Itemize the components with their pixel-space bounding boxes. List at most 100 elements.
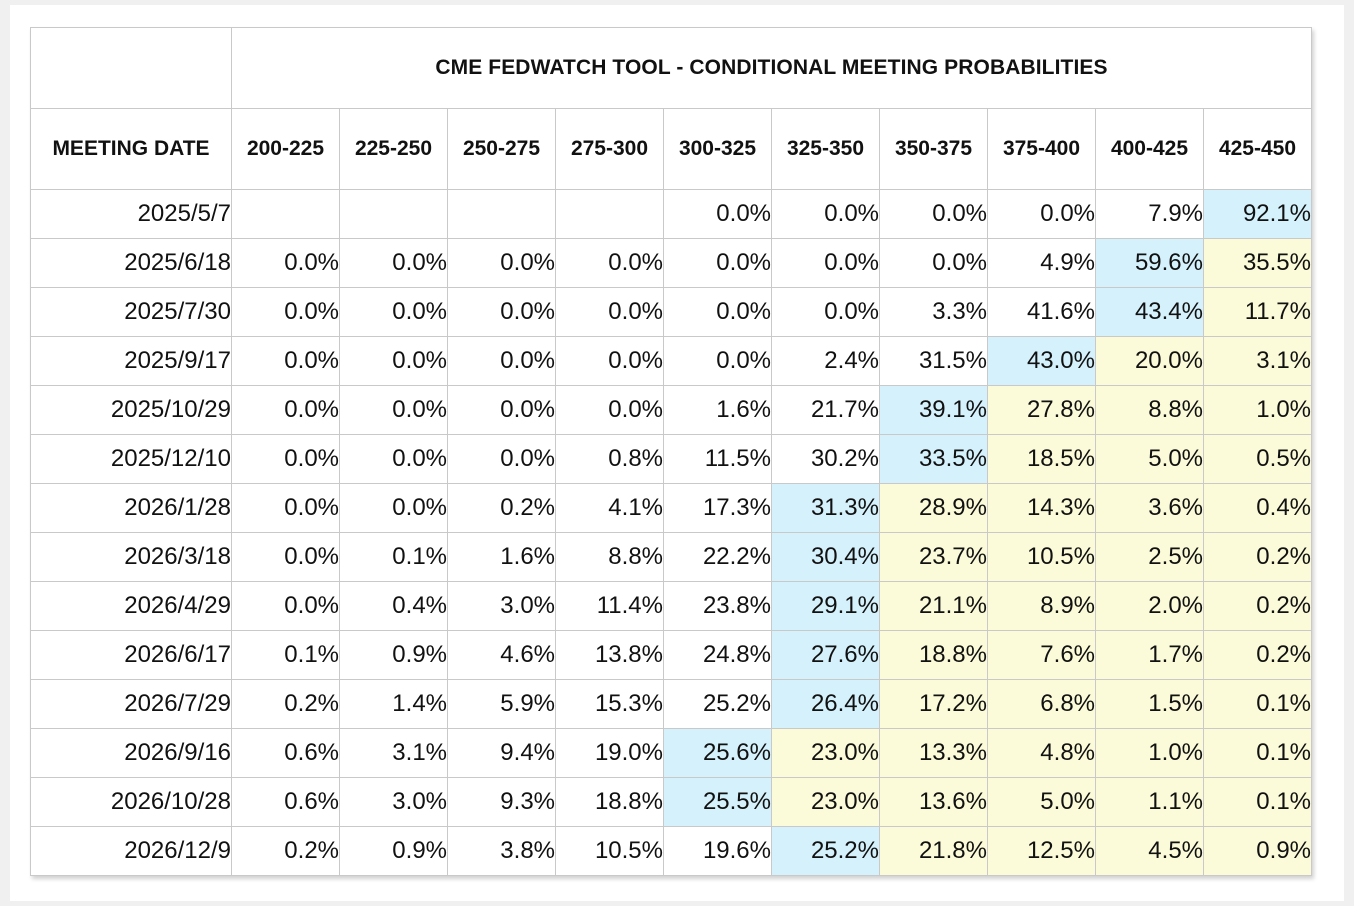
meeting-date-cell: 2026/3/18 (30, 532, 232, 582)
probability-cell: 0.2% (231, 826, 340, 876)
table-row: 2025/5/7 0.0% 0.0% 0.0% 0.0% 7.9% 92.1% (30, 189, 1312, 239)
column-header: 325-350 (771, 108, 880, 190)
probability-cell: 3.1% (1203, 336, 1312, 386)
column-header: 225-250 (339, 108, 448, 190)
probability-cell (447, 189, 556, 239)
probability-cell: 0.0% (879, 238, 988, 288)
probability-cell: 4.5% (1095, 826, 1204, 876)
probability-cell: 0.1% (231, 630, 340, 680)
probability-cell: 2.0% (1095, 581, 1204, 631)
probability-cell: 0.0% (339, 483, 448, 533)
probability-cell: 18.8% (879, 630, 988, 680)
meeting-date-header: MEETING DATE (30, 108, 232, 190)
probability-cell: 3.6% (1095, 483, 1204, 533)
probability-cell: 41.6% (987, 287, 1096, 337)
meeting-date-cell: 2026/4/29 (30, 581, 232, 631)
probability-cell: 19.0% (555, 728, 664, 778)
probability-cell: 5.9% (447, 679, 556, 729)
probability-cell (339, 189, 448, 239)
probability-cell: 17.3% (663, 483, 772, 533)
column-header: 400-425 (1095, 108, 1204, 190)
probability-cell: 21.8% (879, 826, 988, 876)
probability-cell: 0.0% (231, 483, 340, 533)
table-row: 2026/7/29 0.2% 1.4% 5.9% 15.3% 25.2% 26.4% 17.2… (30, 679, 1312, 729)
column-header: 275-300 (555, 108, 664, 190)
probability-cell: 0.1% (1203, 679, 1312, 729)
probability-cell: 11.7% (1203, 287, 1312, 337)
table-row: 2025/9/17 0.0% 0.0% 0.0% 0.0% 0.0% 2.4% 31.5% 43… (30, 336, 1312, 386)
probability-cell: 0.0% (231, 532, 340, 582)
probability-cell: 3.8% (447, 826, 556, 876)
probability-cell: 0.9% (339, 630, 448, 680)
table-row: 2025/6/18 0.0% 0.0% 0.0% 0.0% 0.0% 0.0% 0.0% 4.9… (30, 238, 1312, 288)
probability-cell: 23.0% (771, 728, 880, 778)
probability-cell: 4.1% (555, 483, 664, 533)
probability-cell: 43.0% (987, 336, 1096, 386)
probability-cell: 0.9% (1203, 826, 1312, 876)
probability-cell: 31.5% (879, 336, 988, 386)
table-row: 2026/6/17 0.1% 0.9% 4.6% 13.8% 24.8% 27.6% 18.8… (30, 630, 1312, 680)
table-row: 2026/4/29 0.0% 0.4% 3.0% 11.4% 23.8% 29.1% 21.1… (30, 581, 1312, 631)
table-body: 2025/5/7 0.0% 0.0% 0.0% 0.0% 7.9% 92.1% 2025/6/… (30, 189, 1312, 876)
probability-cell: 0.0% (555, 336, 664, 386)
meeting-date-cell: 2026/1/28 (30, 483, 232, 533)
table-row: 2026/12/9 0.2% 0.9% 3.8% 10.5% 19.6% 25.2% 21.8… (30, 826, 1312, 876)
probability-cell: 9.3% (447, 777, 556, 827)
probability-cell: 4.8% (987, 728, 1096, 778)
column-header: 300-325 (663, 108, 772, 190)
probability-cell: 13.6% (879, 777, 988, 827)
table-row: 2025/12/10 0.0% 0.0% 0.0% 0.8% 11.5% 30.2% 33.5… (30, 434, 1312, 484)
probability-cell: 0.0% (663, 238, 772, 288)
probability-cell: 0.0% (339, 336, 448, 386)
probability-table: CME FEDWATCH TOOL - CONDITIONAL MEETING … (30, 27, 1312, 876)
probability-cell: 4.6% (447, 630, 556, 680)
probability-cell: 3.3% (879, 287, 988, 337)
probability-cell: 31.3% (771, 483, 880, 533)
probability-cell: 1.1% (1095, 777, 1204, 827)
probability-cell: 0.0% (231, 336, 340, 386)
probability-cell: 0.2% (1203, 630, 1312, 680)
probability-cell: 0.0% (231, 581, 340, 631)
probability-cell: 27.8% (987, 385, 1096, 435)
table-row: 2026/9/16 0.6% 3.1% 9.4% 19.0% 25.6% 23.0% 13.3… (30, 728, 1312, 778)
table-row: 2025/7/30 0.0% 0.0% 0.0% 0.0% 0.0% 0.0% 3.3% 41.… (30, 287, 1312, 337)
probability-cell: 25.2% (771, 826, 880, 876)
probability-cell: 43.4% (1095, 287, 1204, 337)
probability-cell: 0.0% (771, 189, 880, 239)
probability-cell: 23.0% (771, 777, 880, 827)
probability-cell: 6.8% (987, 679, 1096, 729)
probability-cell: 0.0% (339, 385, 448, 435)
column-header: 375-400 (987, 108, 1096, 190)
probability-cell: 13.8% (555, 630, 664, 680)
probability-cell: 21.7% (771, 385, 880, 435)
table-row: 2026/1/28 0.0% 0.0% 0.2% 4.1% 17.3% 31.3% 28.9%… (30, 483, 1312, 533)
probability-cell: 7.6% (987, 630, 1096, 680)
probability-cell: 17.2% (879, 679, 988, 729)
probability-cell: 0.0% (339, 434, 448, 484)
table-row: 2025/10/29 0.0% 0.0% 0.0% 0.0% 1.6% 21.7% 39.1%… (30, 385, 1312, 435)
probability-cell: 27.6% (771, 630, 880, 680)
probability-cell: 0.0% (447, 434, 556, 484)
meeting-date-cell: 2025/7/30 (30, 287, 232, 337)
probability-cell: 30.4% (771, 532, 880, 582)
meeting-date-cell: 2026/10/28 (30, 777, 232, 827)
column-header: 350-375 (879, 108, 988, 190)
probability-cell: 25.2% (663, 679, 772, 729)
probability-cell: 0.0% (663, 189, 772, 239)
probability-cell: 15.3% (555, 679, 664, 729)
meeting-date-cell: 2025/9/17 (30, 336, 232, 386)
title-row: CME FEDWATCH TOOL - CONDITIONAL MEETING … (30, 27, 1312, 109)
probability-cell: 33.5% (879, 434, 988, 484)
probability-cell: 0.0% (771, 238, 880, 288)
probability-cell: 0.9% (339, 826, 448, 876)
corner-cell (30, 27, 232, 109)
probability-cell: 0.0% (231, 238, 340, 288)
probability-cell: 22.2% (663, 532, 772, 582)
probability-cell: 0.6% (231, 728, 340, 778)
probability-cell: 3.1% (339, 728, 448, 778)
probability-cell: 1.0% (1203, 385, 1312, 435)
probability-cell: 0.0% (771, 287, 880, 337)
probability-cell: 13.3% (879, 728, 988, 778)
probability-cell: 28.9% (879, 483, 988, 533)
meeting-date-cell: 2025/12/10 (30, 434, 232, 484)
